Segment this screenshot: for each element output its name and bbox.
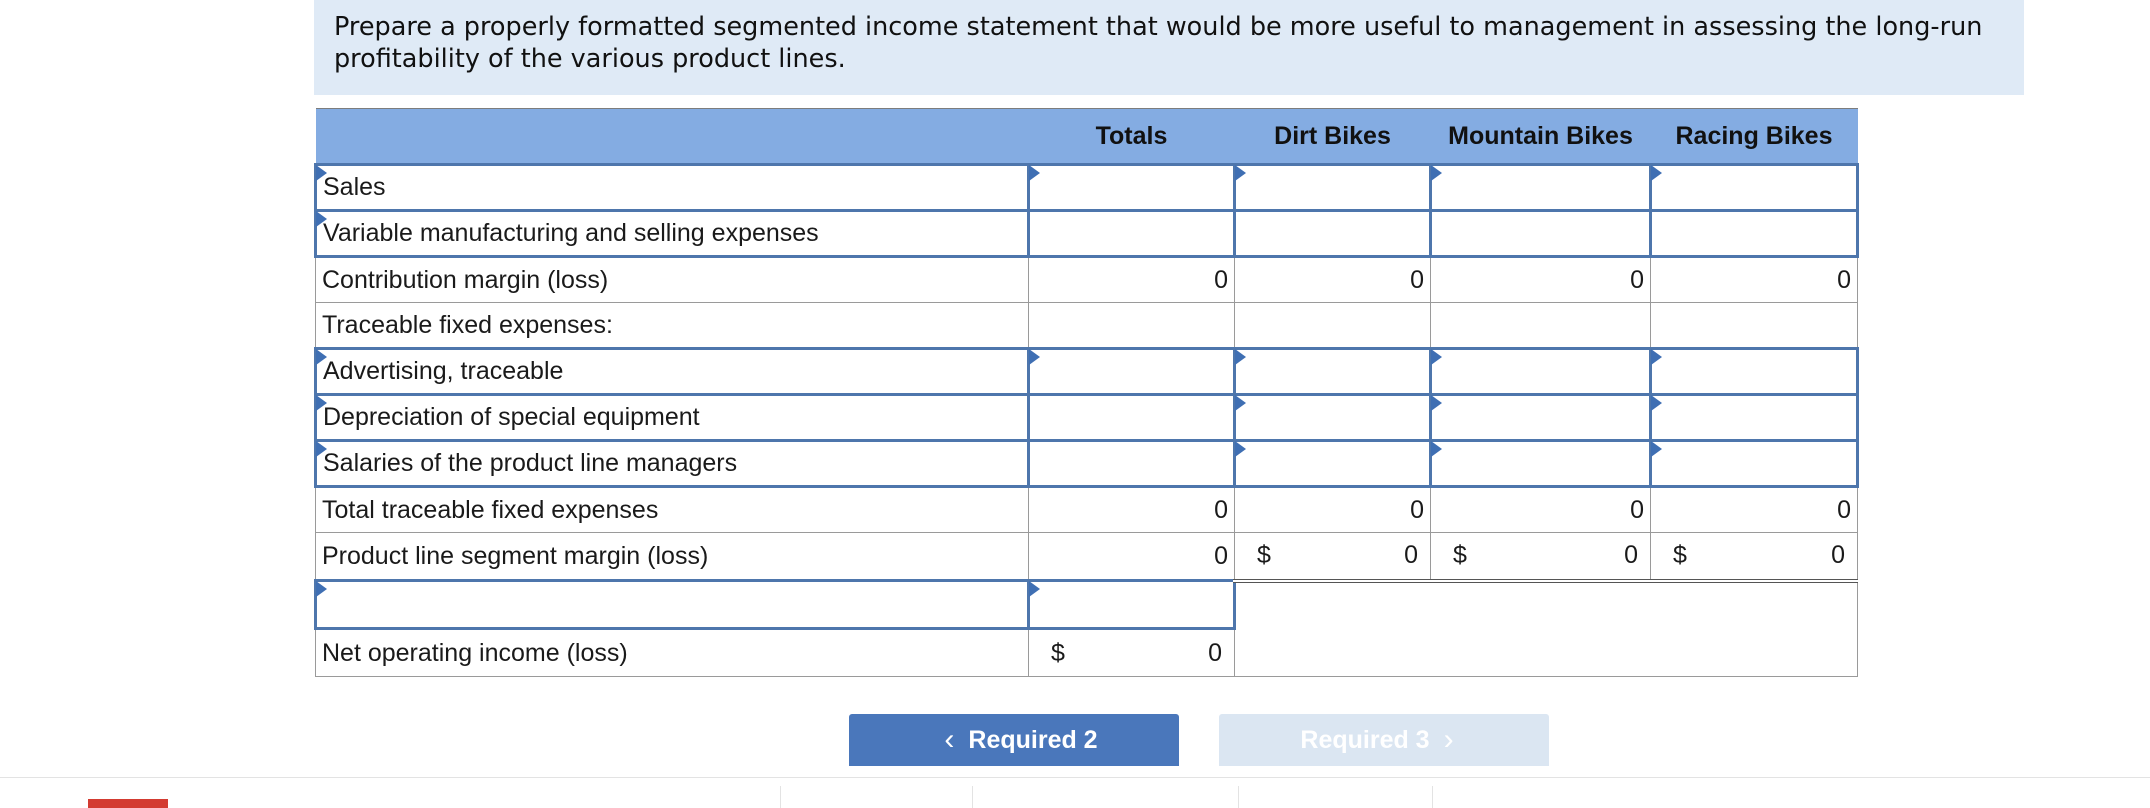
sales-dirt-input[interactable] — [1233, 163, 1432, 212]
divider — [1432, 786, 1433, 808]
cm-mountain-value: 0 — [1430, 256, 1651, 303]
chevron-left-icon: ‹ — [944, 723, 955, 756]
table-row — [314, 579, 1858, 677]
divider — [1238, 786, 1239, 808]
segment-margin-totals-value: 0 — [1028, 532, 1235, 581]
sales-label-field[interactable]: Sales — [314, 163, 1030, 212]
header-dirt-bikes: Dirt Bikes — [1234, 108, 1431, 165]
net-income-totals-value: 0 — [1208, 638, 1222, 667]
segment-margin-dirt-value: 0 — [1404, 541, 1418, 570]
advertising-racing-input[interactable] — [1649, 347, 1859, 396]
variable-totals-input[interactable] — [1027, 209, 1236, 258]
segment-margin-mountain-value: 0 — [1624, 541, 1638, 570]
total-traceable-dirt-value: 0 — [1234, 486, 1431, 533]
divider — [780, 786, 781, 808]
salaries-label-field[interactable]: Salaries of the product line managers — [314, 439, 1030, 488]
segment-margin-racing-cell: $ 0 — [1650, 532, 1858, 583]
depreciation-mountain-input[interactable] — [1429, 393, 1652, 442]
traceable-header-label: Traceable fixed expenses: — [315, 302, 1029, 349]
sales-totals-input[interactable] — [1027, 163, 1236, 212]
header-totals: Totals — [1028, 108, 1235, 165]
net-income-label: Net operating income (loss) — [315, 628, 1029, 677]
salaries-totals-input[interactable] — [1027, 439, 1236, 488]
table-row: Variable manufacturing and selling expen… — [314, 209, 1859, 258]
table-row: Net operating income (loss) $ 0 — [315, 628, 1858, 677]
empty-area — [1234, 580, 1858, 677]
cm-label: Contribution margin (loss) — [315, 256, 1029, 303]
table-row: Traceable fixed expenses: — [315, 302, 1858, 349]
empty-cell — [1430, 302, 1651, 349]
blank-totals-input[interactable] — [1027, 579, 1236, 630]
table-row: Total traceable fixed expenses 0 0 0 0 — [315, 486, 1858, 533]
empty-cell — [1650, 302, 1858, 349]
currency-symbol: $ — [1673, 541, 1687, 570]
total-traceable-mountain-value: 0 — [1430, 486, 1651, 533]
red-tab — [88, 799, 168, 808]
instruction-text: Prepare a properly formatted segmented i… — [314, 0, 2024, 95]
total-traceable-totals-value: 0 — [1028, 486, 1235, 533]
advertising-label-field[interactable]: Advertising, traceable — [314, 347, 1030, 396]
salaries-mountain-input[interactable] — [1429, 439, 1652, 488]
segmented-income-statement: Totals Dirt Bikes Mountain Bikes Racing … — [314, 108, 1859, 677]
next-required-label: Required 3 — [1300, 725, 1430, 754]
depreciation-totals-input[interactable] — [1027, 393, 1236, 442]
depreciation-dirt-input[interactable] — [1233, 393, 1432, 442]
variable-dirt-input[interactable] — [1233, 209, 1432, 258]
sales-mountain-input[interactable] — [1429, 163, 1652, 212]
total-traceable-racing-value: 0 — [1650, 486, 1858, 533]
salaries-racing-input[interactable] — [1649, 439, 1859, 488]
advertising-totals-input[interactable] — [1027, 347, 1236, 396]
header-racing-bikes: Racing Bikes — [1650, 108, 1858, 165]
currency-symbol: $ — [1051, 638, 1065, 667]
table-row: Product line segment margin (loss) 0 $ 0… — [315, 532, 1858, 583]
empty-cell — [1234, 302, 1431, 349]
blank-label-field[interactable] — [314, 579, 1030, 630]
segment-margin-label: Product line segment margin (loss) — [315, 532, 1029, 581]
advertising-dirt-input[interactable] — [1233, 347, 1432, 396]
prev-required-label: Required 2 — [968, 725, 1098, 754]
prev-required-button[interactable]: ‹ Required 2 — [849, 714, 1179, 766]
currency-symbol: $ — [1257, 541, 1271, 570]
segment-margin-racing-value: 0 — [1831, 541, 1845, 570]
depreciation-racing-input[interactable] — [1649, 393, 1859, 442]
segment-margin-dirt-cell: $ 0 — [1234, 532, 1431, 583]
divider — [0, 777, 2150, 778]
chevron-right-icon: › — [1443, 723, 1454, 756]
net-income-totals-cell: $ 0 — [1028, 628, 1235, 677]
next-required-button[interactable]: Required 3 › — [1219, 714, 1549, 766]
table-row: Advertising, traceable — [314, 347, 1859, 396]
variable-racing-input[interactable] — [1649, 209, 1859, 258]
header-row: Totals Dirt Bikes Mountain Bikes Racing … — [315, 108, 1858, 165]
advertising-mountain-input[interactable] — [1429, 347, 1652, 396]
total-traceable-label: Total traceable fixed expenses — [315, 486, 1029, 533]
salaries-dirt-input[interactable] — [1233, 439, 1432, 488]
table-row: Depreciation of special equipment — [314, 393, 1859, 442]
variable-mountain-input[interactable] — [1429, 209, 1652, 258]
header-mountain-bikes: Mountain Bikes — [1430, 108, 1651, 165]
table-row: Contribution margin (loss) 0 0 0 0 — [315, 256, 1858, 303]
depreciation-label-field[interactable]: Depreciation of special equipment — [314, 393, 1030, 442]
currency-symbol: $ — [1453, 541, 1467, 570]
table-row: Salaries of the product line managers — [314, 439, 1859, 488]
variable-label-field[interactable]: Variable manufacturing and selling expen… — [314, 209, 1030, 258]
segment-margin-mountain-cell: $ 0 — [1430, 532, 1651, 583]
table-row: Sales — [314, 163, 1859, 212]
divider — [972, 786, 973, 808]
header-label — [315, 108, 1029, 165]
sales-racing-input[interactable] — [1649, 163, 1859, 212]
cm-racing-value: 0 — [1650, 256, 1858, 303]
cm-dirt-value: 0 — [1234, 256, 1431, 303]
empty-cell — [1028, 302, 1235, 349]
cm-totals-value: 0 — [1028, 256, 1235, 303]
